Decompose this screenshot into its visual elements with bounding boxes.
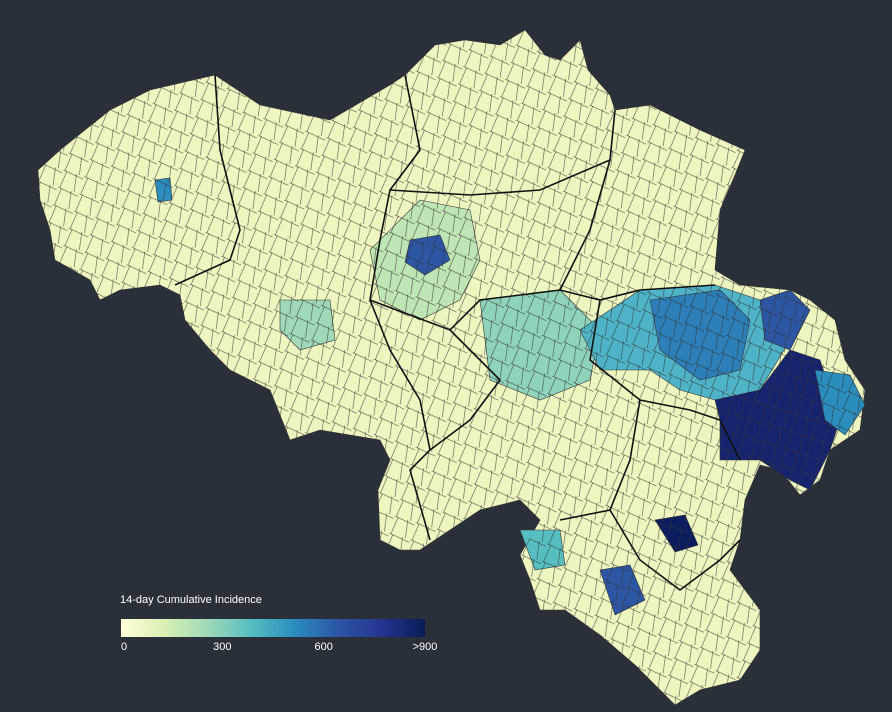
province-borders [174,74,741,591]
legend-tick-label: 0 [121,641,127,653]
legend: 14-day Cumulative Incidence 0 300 600 >900 [120,594,437,653]
color-bar [121,619,425,637]
country [37,29,866,706]
legend-tick-label: 600 [314,641,332,653]
legend-tick-label: 300 [213,641,231,653]
municipality-borders [38,30,865,705]
legend-title: 14-day Cumulative Incidence [120,594,262,606]
legend-tick-label: >900 [413,641,438,653]
